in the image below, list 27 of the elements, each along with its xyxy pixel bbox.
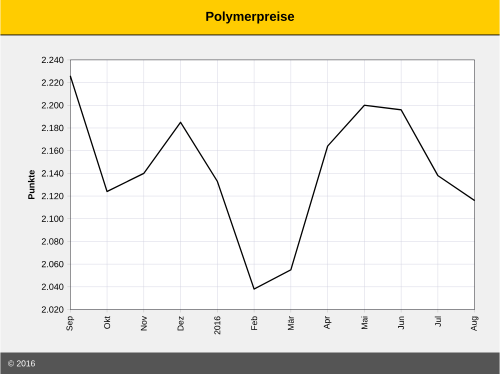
y-tick-label: 2.020 xyxy=(42,306,64,312)
y-tick-label: 2.040 xyxy=(42,283,64,290)
x-tick-label: Nov xyxy=(140,316,147,330)
x-tick-label: Jun xyxy=(398,316,404,330)
x-tick-label: Feb xyxy=(250,316,258,330)
x-tick-label: Okt xyxy=(104,316,110,329)
y-tick-label: 2.220 xyxy=(42,79,64,86)
y-tick-label: 2.140 xyxy=(42,170,64,176)
y-tick-label: 2.100 xyxy=(42,215,64,222)
x-tick-label: Mai xyxy=(361,316,368,329)
x-tick-label: Jul xyxy=(434,316,441,326)
y-tick-label: 2.180 xyxy=(42,124,64,131)
y-tick-label: 2.120 xyxy=(42,192,64,200)
y-tick-label: 2.200 xyxy=(42,102,64,108)
y-axis-title: Punkte xyxy=(28,170,35,199)
y-tick-label: 2.080 xyxy=(42,238,64,244)
x-tick-label: Aug xyxy=(470,316,478,331)
x-tick-label: Apr xyxy=(324,316,332,329)
x-tick-label: Dez xyxy=(178,316,184,330)
y-tick-label: 2.240 xyxy=(42,56,64,63)
x-tick-label: Sep xyxy=(66,316,74,330)
chart-title: Polymerpreise xyxy=(206,11,294,24)
y-tick-label: 2.060 xyxy=(42,260,64,268)
x-tick-label: Mär xyxy=(288,316,294,330)
text: © 2016 xyxy=(8,360,35,366)
x-tick-label: 2016 xyxy=(214,316,220,334)
y-tick-label: 2.160 xyxy=(42,147,64,154)
